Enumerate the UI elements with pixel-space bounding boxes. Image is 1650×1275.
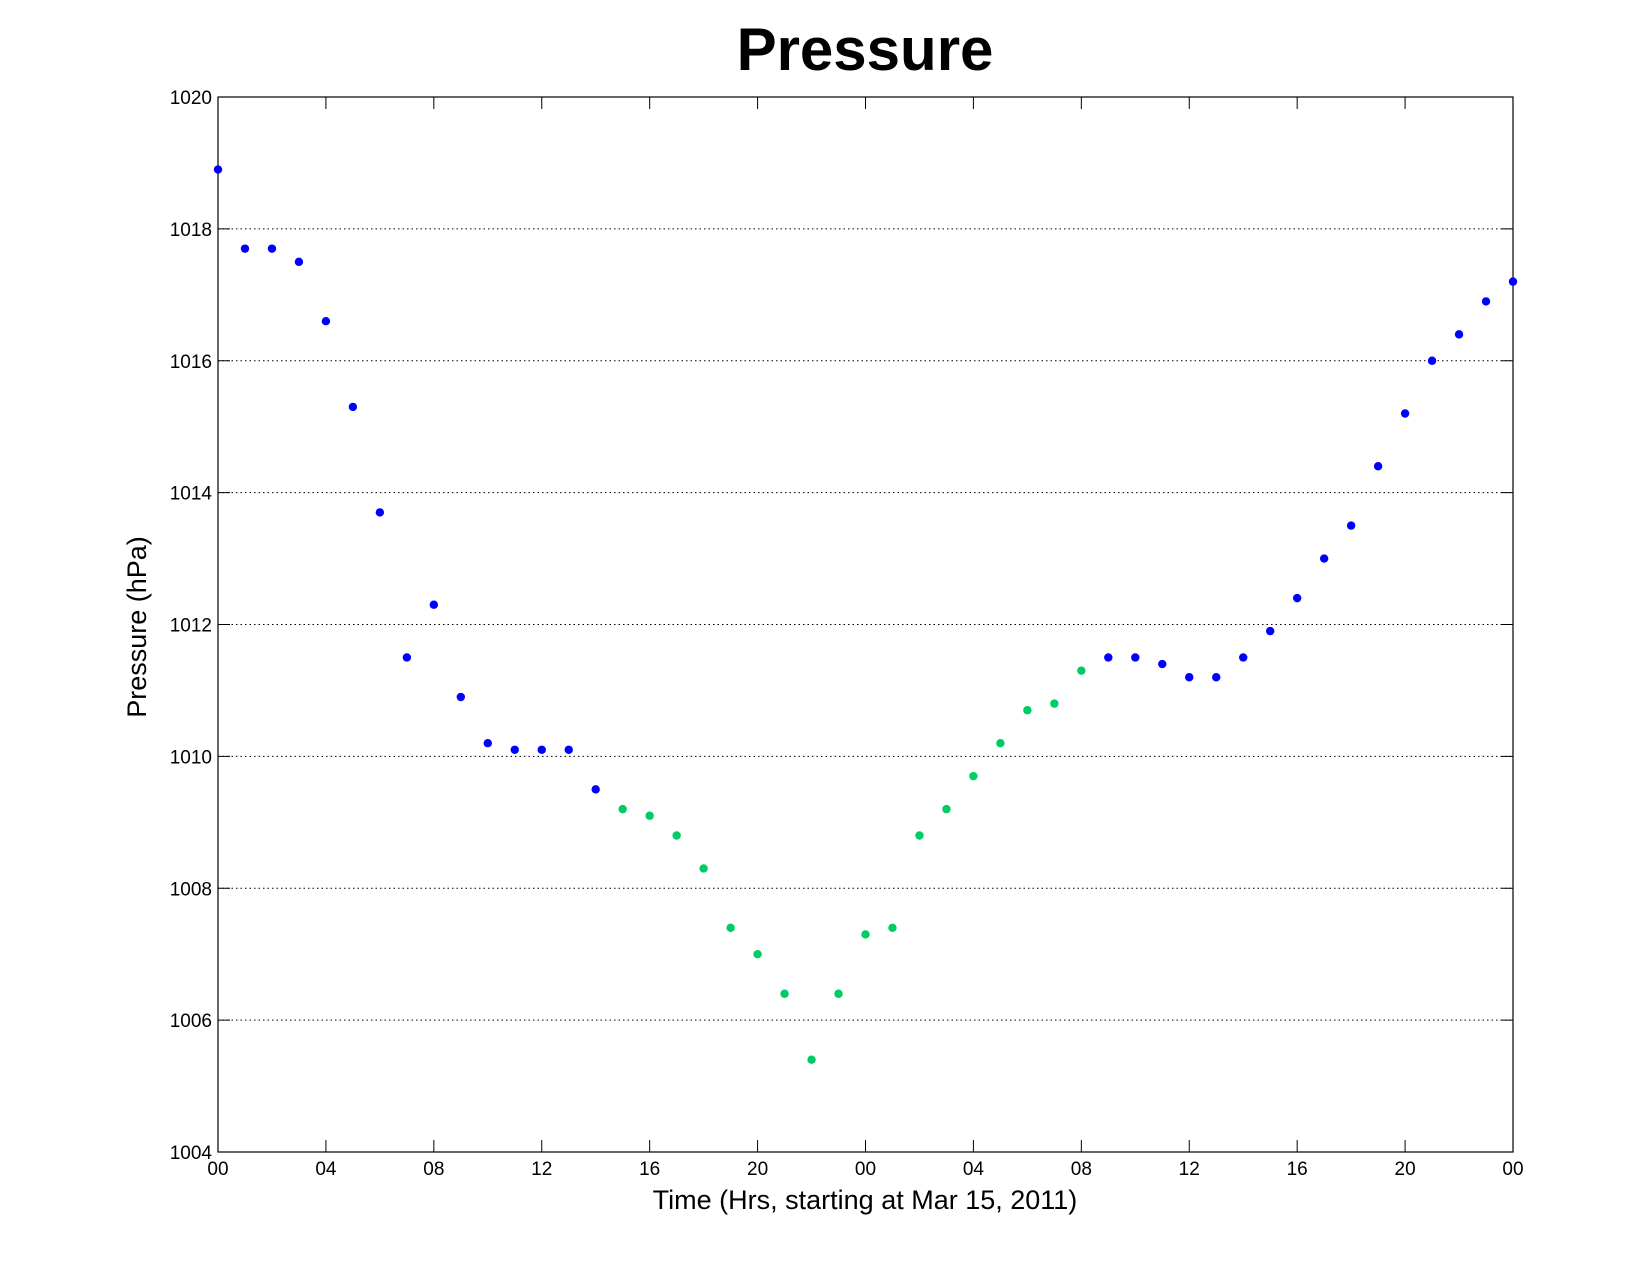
y-tick-label: 1020 [170,88,212,109]
data-point [1185,673,1194,682]
data-point [1346,521,1356,530]
x-tick-label: 16 [1287,1159,1308,1180]
data-point [267,244,277,253]
data-point [699,864,708,873]
y-tick-label: 1018 [170,220,212,241]
data-point [1319,554,1329,563]
data-point [429,600,439,609]
data-point [456,692,466,702]
data-point [348,402,358,412]
data-point [645,811,654,820]
data-point [1400,409,1410,418]
data-point [672,831,681,840]
data-point [1373,462,1383,471]
data-point [1481,297,1491,306]
data-point [240,244,250,253]
data-point [537,745,546,754]
x-tick-label: 12 [1179,1159,1200,1180]
data-point [1239,653,1248,662]
data-point [1454,330,1464,339]
x-tick-label: 04 [315,1159,337,1180]
data-point [1077,666,1086,675]
data-point [321,316,331,326]
data-point [753,949,762,959]
data-point [375,508,385,517]
y-axis-label: Pressure (hPa) [122,536,152,718]
x-tick-label: 20 [1395,1159,1416,1180]
data-point [483,738,492,748]
y-tick-label: 1008 [170,879,212,900]
axis-ticks: 1004 1006 1008 1010 1012 1014 1016 1018 1020 00 04… [170,88,1524,1180]
x-tick-label: 00 [1502,1159,1523,1180]
y-tick-label: 1014 [170,484,213,505]
y-tick-label: 1012 [170,616,212,637]
data-point [1131,653,1140,662]
data-point [618,804,627,814]
data-point [1427,356,1437,365]
data-point [780,989,789,998]
data-point [861,930,870,939]
data-point [969,771,978,781]
data-point [807,1055,816,1064]
data-point [591,785,600,794]
data-point [1292,593,1302,603]
x-tick-label: 00 [207,1159,228,1180]
data-point [996,738,1005,748]
x-tick-label: 20 [747,1159,768,1180]
y-tick-label: 1010 [170,747,212,768]
data-point [1212,673,1221,682]
data-point [942,804,951,814]
data-point [1158,659,1167,669]
data-point [888,923,897,933]
data-point [213,165,223,174]
x-tick-label: 08 [423,1159,444,1180]
chart-title: Pressure [737,16,994,83]
data-point [402,653,412,662]
data-point [564,745,573,754]
data-point [294,257,304,267]
data-point [1104,653,1113,662]
y-tick-label: 1004 [170,1143,213,1164]
data-points [213,165,1518,1064]
x-tick-label: 04 [963,1159,985,1180]
data-point [1508,277,1518,286]
x-tick-label: 08 [1071,1159,1092,1180]
data-point [1023,706,1032,715]
data-point [510,745,519,754]
x-tick-label: 00 [855,1159,876,1180]
data-point [834,989,843,998]
data-point [1050,699,1059,708]
x-axis-label: Time (Hrs, starting at Mar 15, 2011) [653,1185,1078,1215]
y-tick-label: 1006 [170,1011,212,1032]
x-tick-label: 12 [531,1159,552,1180]
data-point [1265,626,1275,636]
y-tick-label: 1016 [170,352,212,373]
data-point [915,831,924,840]
x-tick-label: 16 [639,1159,660,1180]
data-point [726,923,735,933]
